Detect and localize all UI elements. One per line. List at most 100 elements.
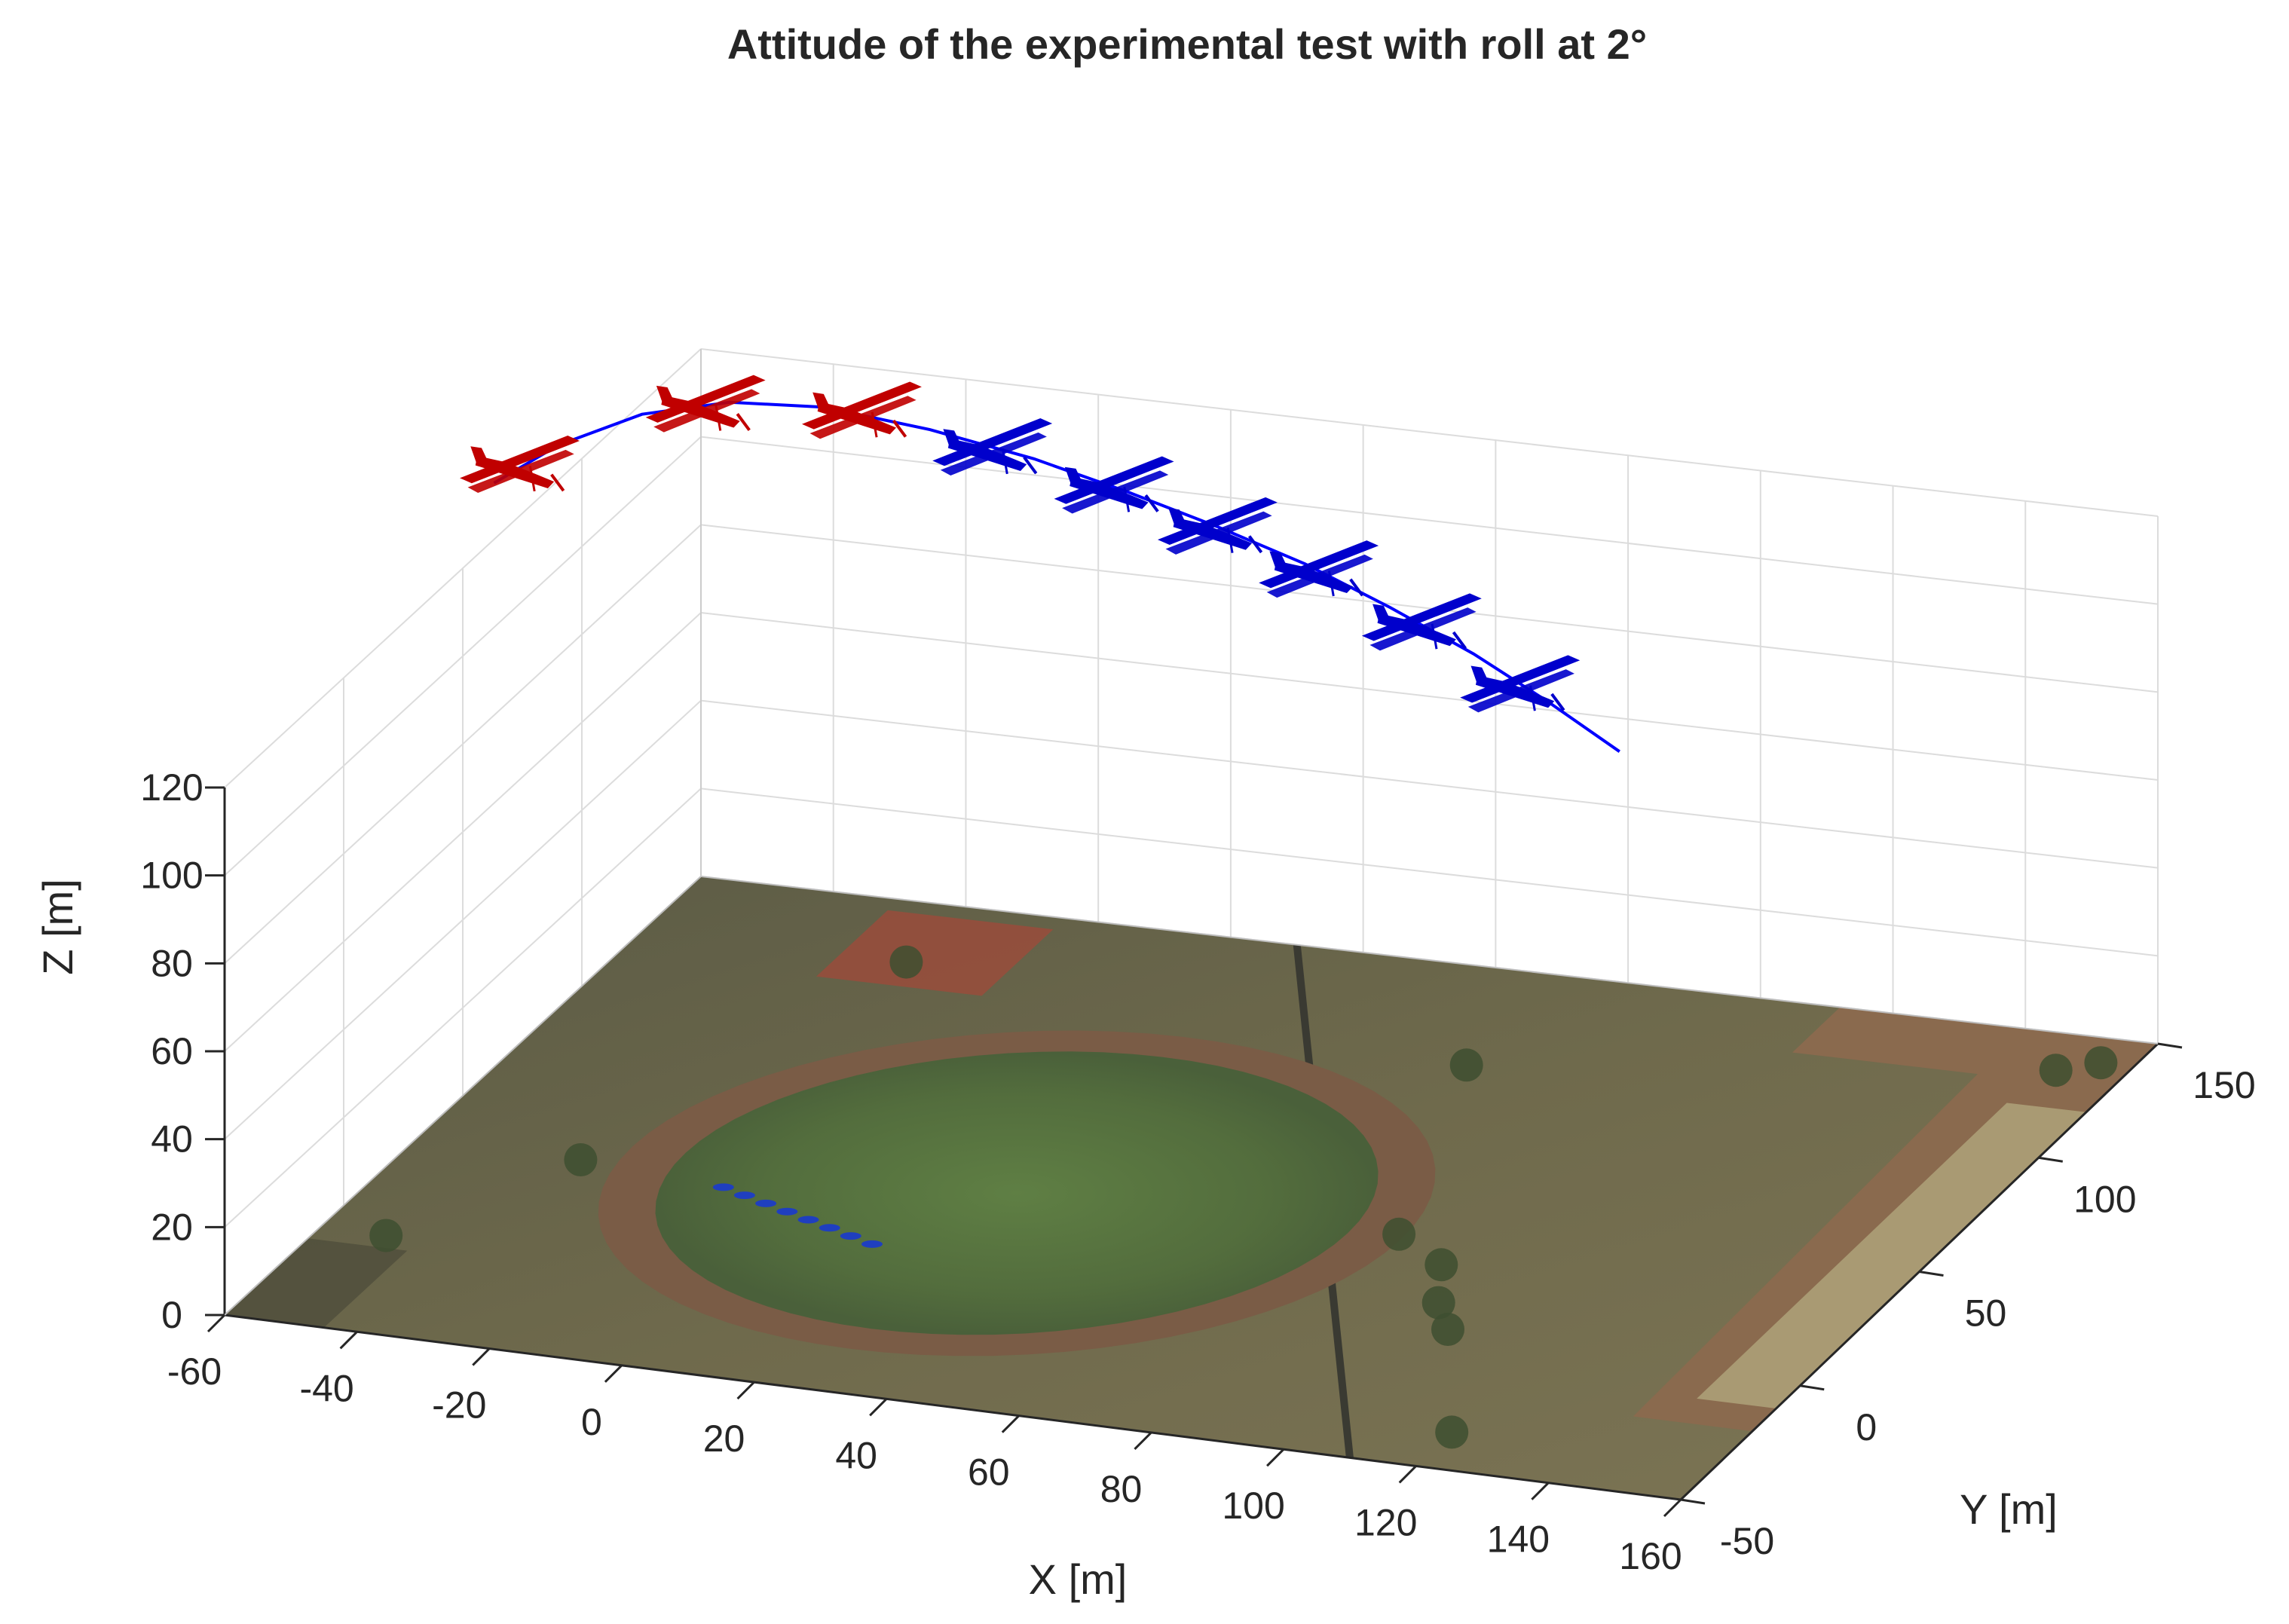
x-tick-mark — [1398, 1465, 1417, 1484]
z-tick-labels: 0 20 40 60 80 100 120 — [140, 766, 203, 1336]
x-tick-mark — [339, 1331, 358, 1350]
aircraft-tail-fin — [1168, 508, 1188, 528]
x-tick-mark — [1266, 1448, 1285, 1467]
x-tick-mark — [472, 1347, 491, 1366]
shadow-mark — [797, 1216, 819, 1224]
aircraft-fuselage — [1070, 476, 1149, 509]
y-tick-mark — [1919, 1271, 1944, 1277]
floor-edge-back — [700, 876, 2159, 1044]
aircraft-fuselage — [475, 456, 555, 488]
aircraft-strut — [1226, 527, 1234, 553]
aircraft-marker — [460, 436, 580, 494]
ground-buildings — [816, 910, 1054, 996]
x-tick-label: -40 — [299, 1367, 353, 1409]
x-tick-label: 140 — [1487, 1518, 1550, 1561]
ground-tree — [564, 1143, 598, 1176]
ground-airstrip-inner — [1697, 1103, 2086, 1408]
grid-line-z-back — [700, 524, 2159, 693]
ground-trees — [369, 945, 2118, 1449]
aircraft-strut — [1327, 570, 1335, 597]
z-tick-label: 40 — [151, 1118, 193, 1161]
x-tick-label: 60 — [968, 1451, 1010, 1494]
x-tick-mark — [869, 1398, 888, 1417]
x-tick-mark — [736, 1381, 755, 1400]
z-tick-label: 80 — [151, 942, 193, 984]
shadow-mark — [840, 1232, 861, 1240]
x-tick-label: 160 — [1619, 1535, 1682, 1577]
y-axis-label: Y [m] — [1960, 1485, 2058, 1533]
y-tick-mark — [1680, 1498, 1706, 1505]
ground-tree — [1421, 1286, 1455, 1320]
trajectory-line — [493, 400, 1620, 753]
aircraft-strut — [871, 411, 878, 438]
aircraft-tail-fin — [1470, 665, 1490, 685]
aircraft-fuselage — [1377, 613, 1456, 647]
aircraft-fuselage — [817, 402, 897, 435]
x-tick-label: 40 — [835, 1434, 877, 1476]
aircraft-tail-fin — [812, 392, 832, 411]
x-tick-mark — [604, 1364, 623, 1383]
aircraft-propeller — [1452, 631, 1467, 650]
shadow-mark — [776, 1207, 798, 1216]
aircraft-marker — [1259, 540, 1379, 598]
aircraft-marker — [1054, 456, 1174, 514]
x-tick-label: 80 — [1100, 1468, 1143, 1510]
ground-tree — [889, 945, 923, 979]
y-tick-label: 50 — [1965, 1292, 2007, 1335]
ground-tree — [2039, 1054, 2073, 1087]
grid-line-z-back — [700, 699, 2159, 869]
x-tick-label: -60 — [167, 1350, 222, 1393]
z-tick-label: 0 — [161, 1294, 182, 1336]
z-tick-label: 120 — [140, 766, 203, 809]
x-tick-labels: -60 -40 -20 0 20 40 60 80 100 120 140 160 — [167, 1350, 1682, 1577]
ground-tree — [1382, 1217, 1416, 1251]
grid-line-z-side — [224, 524, 702, 965]
x-axis-label: X [m] — [1029, 1555, 1128, 1603]
aircraft-propeller — [1550, 693, 1565, 711]
x-tick-mark — [1531, 1482, 1550, 1500]
aircraft-tail-fin — [656, 385, 676, 405]
tick-marks — [205, 786, 2183, 1518]
y-tick-label: 100 — [2073, 1178, 2136, 1220]
ground-tree — [1435, 1415, 1469, 1449]
aircraft-fuselage — [1173, 517, 1253, 550]
grid-line-z-side — [224, 699, 702, 1140]
aircraft-markers — [460, 375, 1581, 713]
aircraft-marker — [1460, 655, 1581, 713]
aircraft-upper-wing — [1157, 497, 1278, 546]
aircraft-tail-fin — [1372, 604, 1392, 623]
ground-grass-field — [655, 1051, 1379, 1335]
aircraft-propeller — [1349, 578, 1364, 597]
z-tick-label: 20 — [151, 1206, 193, 1248]
aircraft-upper-wing — [801, 381, 922, 430]
grid-line-z-back — [700, 348, 2159, 517]
x-tick-label: 120 — [1354, 1502, 1417, 1544]
y-tick-label: 0 — [1856, 1406, 1877, 1448]
grid-line-z-back — [700, 788, 2159, 957]
aircraft-propeller — [1247, 535, 1263, 554]
aircraft-propeller — [736, 413, 751, 431]
aircraft-strut — [1123, 486, 1131, 512]
aircraft-fuselage — [1274, 561, 1354, 594]
aircraft-upper-wing — [932, 418, 1053, 466]
aircraft-upper-wing — [1054, 456, 1174, 504]
z-tick-label: 100 — [140, 855, 203, 897]
aircraft-propeller — [550, 473, 565, 492]
grid-line-z-side — [224, 436, 702, 876]
aircraft-propeller — [1023, 456, 1038, 475]
aircraft-tail-fin — [1269, 551, 1289, 570]
y-tick-mark — [1800, 1384, 1825, 1391]
y-tick-label: -50 — [1720, 1520, 1774, 1562]
chart-title: Attitude of the experimental test with r… — [727, 20, 1647, 68]
shadow-mark — [712, 1183, 734, 1191]
ground-tree — [1431, 1313, 1464, 1346]
aircraft-propeller — [1144, 494, 1159, 512]
x-tick-mark — [207, 1314, 226, 1333]
aircraft-propeller — [892, 419, 907, 438]
aircraft-strut — [528, 466, 536, 492]
aircraft-strut — [715, 405, 722, 431]
aircraft-tail-fin — [470, 446, 490, 466]
aircraft-marker — [1361, 593, 1482, 651]
z-tick-label: 60 — [151, 1030, 193, 1072]
